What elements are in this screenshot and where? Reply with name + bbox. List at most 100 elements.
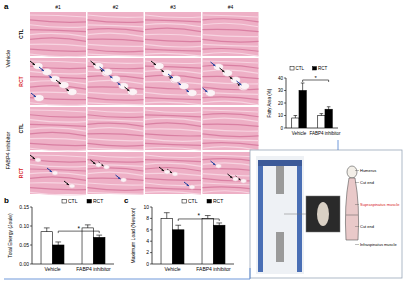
histology-image [145, 107, 201, 150]
row-label: RCT [18, 76, 24, 86]
fat-vacuole [128, 89, 138, 96]
legend-label: CTL [295, 66, 304, 71]
fiber [88, 155, 144, 157]
fiber [145, 53, 201, 56]
fiber [88, 71, 144, 73]
fat-vacuole [103, 69, 113, 76]
fiber [145, 20, 201, 22]
y-tick [30, 207, 32, 208]
fiber [203, 82, 259, 84]
fat-vacuole [67, 89, 77, 96]
fiber [30, 132, 86, 136]
y-tick-label: 30 [278, 88, 284, 93]
arrow-head [93, 162, 96, 164]
arrow-head [213, 163, 216, 165]
bar [325, 109, 332, 128]
y-tick [284, 90, 286, 91]
arrow [159, 167, 164, 171]
fiber [88, 25, 144, 27]
legend-label: RCT [318, 66, 327, 71]
fat-vacuole [233, 177, 239, 181]
y-tick [150, 229, 152, 230]
arrow [116, 175, 121, 179]
fiber [30, 143, 86, 145]
fiber [203, 19, 259, 22]
leader-line [355, 170, 359, 171]
fiber [145, 98, 201, 100]
tissue [88, 12, 144, 56]
fiber [203, 118, 259, 122]
fat-vacuole [179, 83, 189, 90]
histology-image [30, 12, 86, 57]
bar [161, 218, 172, 264]
arrow-head [162, 70, 165, 72]
leader-line [355, 226, 359, 227]
arrow-head [162, 169, 165, 171]
legend-label: RCT [93, 198, 103, 204]
fiber [88, 54, 144, 56]
histology-image [30, 58, 86, 105]
x-tick-label: Vehicle [164, 266, 180, 272]
fiber [30, 81, 86, 84]
arrow-head [239, 83, 242, 85]
fat-vacuole [187, 90, 197, 97]
arrow-head [222, 70, 225, 72]
arrow [39, 67, 44, 71]
diagram-label: Humerus [360, 168, 376, 173]
bars [41, 225, 105, 264]
y-tick-label: 20 [278, 101, 284, 106]
fiber [30, 183, 86, 185]
fiber [145, 115, 201, 117]
fiber [30, 38, 86, 42]
column-label: #4 [228, 4, 234, 10]
fiber [203, 129, 259, 131]
y-tick [30, 264, 32, 265]
arrow-head [33, 63, 36, 65]
tissue [30, 58, 86, 105]
fiber [30, 164, 86, 167]
row-label: CTL [18, 29, 24, 39]
arrow [56, 80, 61, 84]
fiber [145, 147, 201, 150]
fat-vacuole [34, 95, 44, 102]
arrow-head [110, 76, 113, 78]
panel-label: c [124, 196, 129, 205]
fiber [145, 15, 201, 18]
diagram-label: Infraspinatus muscle [360, 242, 397, 247]
arrow-head [50, 76, 53, 78]
diagram-frame [250, 150, 402, 278]
fiber [145, 102, 201, 105]
fiber [88, 128, 144, 132]
x-tick-label: FABP4 inhibitor [309, 131, 341, 136]
fiber [30, 33, 86, 36]
y-tick-label: 10 [278, 113, 284, 118]
fiber [88, 20, 144, 23]
arrow-head [179, 83, 182, 85]
diagram-label: Supraspinatus muscle [360, 202, 400, 207]
photo [306, 196, 340, 232]
tissue [203, 58, 259, 105]
y-tick [284, 128, 286, 129]
specimen [317, 202, 329, 226]
y-tick [284, 78, 286, 79]
histology-image [88, 152, 144, 194]
legend-swatch [207, 199, 212, 203]
arrow-head [171, 76, 174, 78]
tissue [145, 152, 201, 194]
y-tick-label: 0.05 [19, 242, 29, 248]
fiber [203, 39, 259, 42]
y-axis-label: Maximum Load (Newton) [130, 207, 136, 263]
divide [346, 215, 358, 216]
fiber [88, 110, 144, 112]
x-tick-label: Vehicle [292, 131, 307, 136]
tissue [88, 107, 144, 150]
bar [173, 230, 184, 264]
fiber [145, 129, 201, 131]
histology-image [145, 152, 201, 194]
y-tick-label: 10 [143, 204, 149, 210]
fiber [203, 101, 259, 105]
legend-swatch [313, 67, 317, 70]
bar [41, 232, 52, 264]
fiber [30, 177, 86, 181]
bar-chart: 010203040Fatty Area (%)VehicleFABP4 inhi… [267, 66, 341, 136]
